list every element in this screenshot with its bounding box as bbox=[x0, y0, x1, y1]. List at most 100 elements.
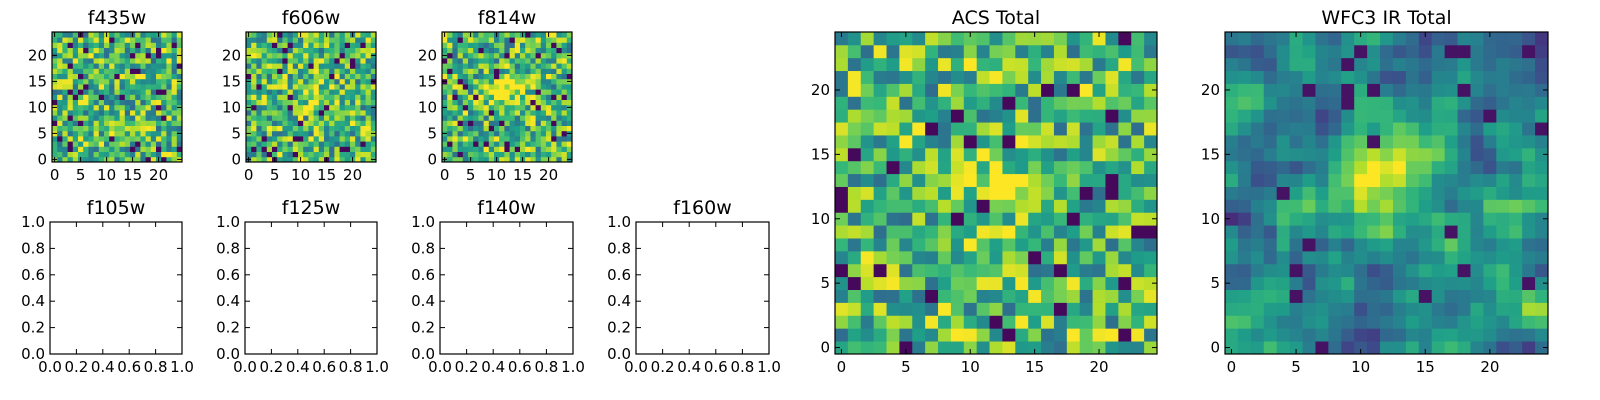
heatmap-cell bbox=[447, 89, 453, 95]
heatmap-cell bbox=[161, 99, 167, 106]
heatmap-cell bbox=[1302, 225, 1316, 239]
heatmap-cell bbox=[339, 146, 346, 152]
heatmap-cell bbox=[1522, 328, 1536, 342]
heatmap-cell bbox=[514, 68, 521, 74]
heatmap-cell bbox=[135, 130, 141, 137]
heatmap-cell bbox=[1509, 83, 1523, 97]
heatmap-cell bbox=[556, 130, 562, 137]
heatmap-cell bbox=[318, 84, 325, 90]
heatmap-cell bbox=[140, 146, 146, 152]
heatmap-cell bbox=[114, 141, 120, 147]
heatmap-cell bbox=[530, 99, 536, 106]
heatmap-cell bbox=[272, 42, 278, 48]
heatmap-cell bbox=[287, 37, 294, 43]
heatmap-cell bbox=[1444, 109, 1458, 123]
heatmap-cell bbox=[468, 37, 474, 43]
heatmap-cell bbox=[83, 146, 89, 152]
heatmap-cell bbox=[1002, 225, 1016, 239]
heatmap-cell bbox=[277, 73, 283, 80]
heatmap-cell bbox=[83, 136, 89, 142]
heatmap-cell bbox=[1509, 173, 1523, 187]
heatmap-cell bbox=[899, 250, 913, 265]
heatmap-cell bbox=[161, 115, 167, 121]
heatmap-cell bbox=[1131, 109, 1145, 123]
x-tick-label: 0.4 bbox=[481, 358, 505, 376]
heatmap-cell bbox=[339, 136, 346, 142]
heatmap-cell bbox=[308, 141, 314, 147]
heatmap-cell bbox=[109, 63, 115, 69]
heatmap-cell bbox=[1444, 160, 1458, 175]
heatmap-cell bbox=[504, 99, 510, 106]
heatmap-cell bbox=[1028, 109, 1042, 123]
heatmap-cell bbox=[1522, 276, 1536, 290]
heatmap-cell bbox=[277, 151, 283, 158]
heatmap-cell bbox=[1105, 225, 1119, 239]
heatmap-cell bbox=[1522, 315, 1536, 329]
heatmap-cell bbox=[899, 32, 913, 46]
heatmap-cell bbox=[976, 173, 990, 187]
heatmap-cell bbox=[447, 99, 453, 106]
heatmap-cell bbox=[370, 110, 377, 116]
heatmap-cell bbox=[1418, 341, 1433, 355]
heatmap-cell bbox=[1289, 289, 1303, 303]
heatmap-cell bbox=[156, 125, 162, 132]
heatmap-cell bbox=[860, 135, 875, 149]
heatmap-cell bbox=[72, 52, 79, 59]
heatmap-cell bbox=[1535, 57, 1549, 72]
heatmap-cell bbox=[1392, 32, 1407, 46]
heatmap-cell bbox=[140, 68, 146, 74]
heatmap-cell bbox=[150, 58, 157, 64]
heatmap-cell bbox=[1535, 32, 1549, 46]
heatmap-cell bbox=[561, 94, 568, 100]
heatmap-cell bbox=[1496, 135, 1510, 149]
heatmap-cell bbox=[298, 136, 304, 142]
heatmap-cell bbox=[556, 73, 562, 80]
heatmap-cell bbox=[334, 47, 340, 54]
heatmap-cell bbox=[540, 63, 547, 69]
heatmap-cell bbox=[365, 141, 372, 147]
heatmap-cell bbox=[287, 78, 294, 85]
heatmap-cell bbox=[1263, 122, 1278, 136]
heatmap-cell bbox=[287, 52, 294, 59]
heatmap-cell bbox=[1367, 263, 1381, 278]
heatmap-cell bbox=[339, 141, 346, 147]
heatmap-cell bbox=[468, 120, 474, 126]
heatmap-cell bbox=[525, 52, 531, 59]
heatmap-cell bbox=[1028, 96, 1042, 110]
heatmap-cell bbox=[1509, 263, 1523, 278]
heatmap-cell bbox=[298, 104, 304, 111]
y-tick-label: 0.2 bbox=[21, 319, 45, 337]
heatmap-cell bbox=[272, 151, 278, 158]
heatmap-cell bbox=[1380, 70, 1394, 84]
heatmap-cell bbox=[124, 89, 131, 95]
heatmap-cell bbox=[313, 136, 320, 142]
heatmap-cell bbox=[1276, 328, 1290, 342]
heatmap-cell bbox=[847, 238, 862, 252]
heatmap-cell bbox=[1444, 289, 1458, 303]
heatmap-cell bbox=[509, 125, 516, 132]
heatmap-cell bbox=[1328, 160, 1342, 175]
heatmap-cell bbox=[1289, 225, 1303, 239]
heatmap-cell bbox=[1380, 96, 1394, 110]
heatmap-cell bbox=[488, 104, 495, 111]
heatmap-cell bbox=[1079, 250, 1093, 265]
heatmap-cell bbox=[452, 32, 458, 38]
heatmap-cell bbox=[360, 94, 366, 100]
heatmap-cell bbox=[886, 109, 900, 123]
heatmap-cell bbox=[324, 94, 330, 100]
heatmap-cell bbox=[525, 42, 531, 48]
heatmap-cell bbox=[835, 83, 849, 97]
heatmap-cell bbox=[1276, 250, 1290, 265]
heatmap-cell bbox=[140, 141, 146, 147]
heatmap-cell bbox=[370, 94, 377, 100]
heatmap-cell bbox=[292, 125, 299, 132]
heatmap-cell bbox=[1457, 70, 1471, 84]
heatmap-cell bbox=[442, 146, 448, 152]
heatmap-cell bbox=[1367, 83, 1381, 97]
heatmap-cell bbox=[442, 120, 448, 126]
heatmap-cell bbox=[119, 125, 126, 132]
heatmap-cell bbox=[282, 37, 288, 43]
heatmap-cell bbox=[457, 115, 464, 121]
heatmap-cell bbox=[1276, 341, 1290, 355]
heatmap-cell bbox=[52, 63, 58, 69]
